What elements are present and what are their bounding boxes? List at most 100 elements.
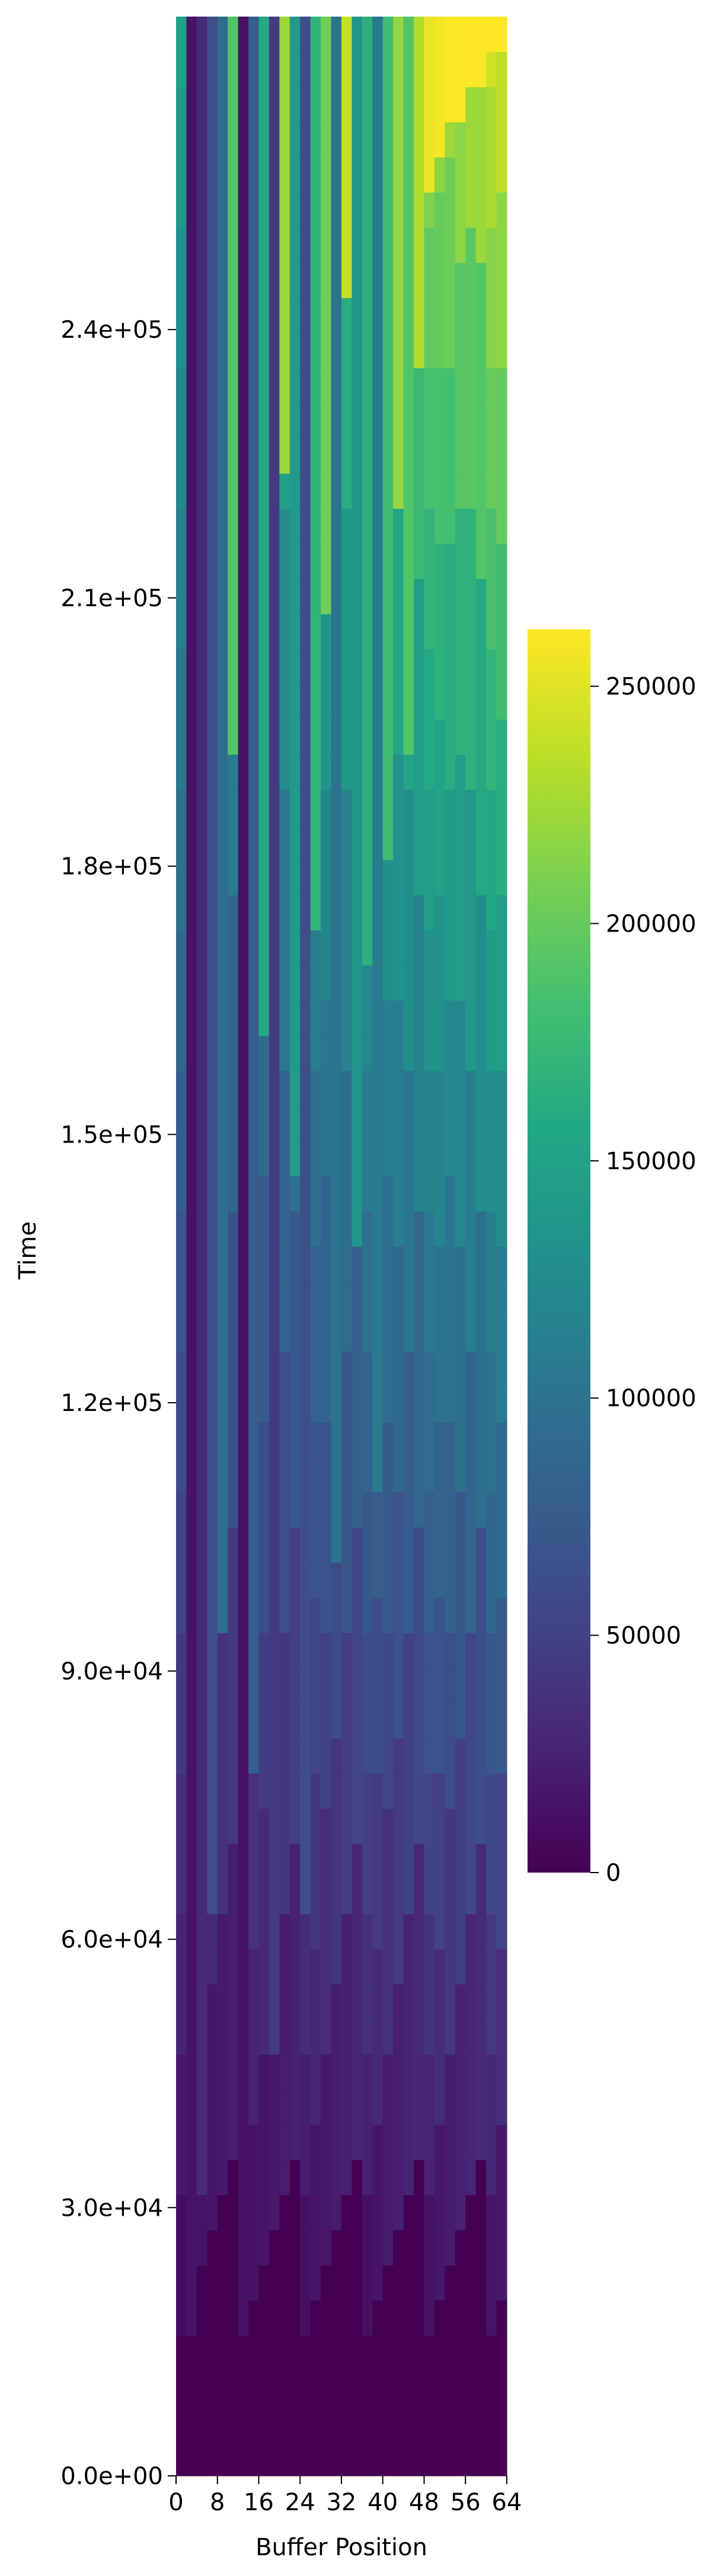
heatmap-cell xyxy=(424,473,435,509)
heatmap-cell xyxy=(424,824,435,860)
heatmap-cell xyxy=(331,157,342,193)
heatmap-cell xyxy=(393,719,404,755)
heatmap-cell xyxy=(186,1246,197,1282)
heatmap-cell xyxy=(331,1246,342,1282)
heatmap-cell xyxy=(362,263,373,298)
heatmap-cell xyxy=(289,473,301,509)
heatmap-cell xyxy=(186,2440,197,2476)
heatmap-cell xyxy=(300,1703,311,1739)
heatmap-cell xyxy=(176,1879,187,1915)
heatmap-cell xyxy=(300,403,311,439)
x-axis-label: Buffer Position xyxy=(255,2534,427,2561)
heatmap-cell xyxy=(475,2194,487,2231)
heatmap-cell xyxy=(279,87,290,123)
heatmap-cell xyxy=(486,473,497,509)
heatmap-cell xyxy=(486,1316,497,1352)
heatmap-cell xyxy=(455,1387,466,1423)
heatmap-cell xyxy=(445,1948,456,1985)
heatmap-cell xyxy=(279,1246,290,1282)
heatmap-cell xyxy=(393,403,404,439)
heatmap-cell xyxy=(217,2124,228,2161)
heatmap-cell xyxy=(382,17,394,52)
heatmap-cell xyxy=(196,2019,207,2055)
heatmap-cell xyxy=(279,297,290,334)
heatmap-cell xyxy=(300,121,311,158)
heatmap-cell xyxy=(279,578,290,615)
heatmap-cell xyxy=(207,438,218,474)
heatmap-cell xyxy=(434,824,445,860)
heatmap-cell xyxy=(207,754,218,790)
heatmap-cell xyxy=(341,2440,353,2476)
heatmap-cell xyxy=(475,1738,487,1774)
heatmap-cell xyxy=(196,192,207,228)
heatmap-cell xyxy=(248,1141,260,1177)
heatmap-cell xyxy=(496,192,507,228)
heatmap-cell xyxy=(186,1141,197,1177)
heatmap-cell xyxy=(465,1948,477,1985)
heatmap-cell xyxy=(475,1562,487,1598)
heatmap-cell xyxy=(465,1808,477,1844)
heatmap-cell xyxy=(238,263,249,298)
heatmap-cell xyxy=(403,1913,414,1950)
heatmap-cell xyxy=(228,1316,239,1352)
heatmap-cell xyxy=(331,719,342,755)
heatmap-cell xyxy=(279,649,290,685)
heatmap-cell xyxy=(403,2230,414,2265)
heatmap-cell xyxy=(228,192,239,228)
heatmap-cell xyxy=(207,1246,218,1282)
heatmap-cell xyxy=(186,508,197,544)
heatmap-cell xyxy=(331,1948,342,1985)
heatmap-cell xyxy=(496,754,507,790)
heatmap-cell xyxy=(496,719,507,755)
heatmap-cell xyxy=(310,1387,321,1423)
heatmap-cell xyxy=(486,1422,497,1458)
heatmap-cell xyxy=(289,1948,301,1985)
heatmap-cell xyxy=(486,1527,497,1563)
heatmap-cell xyxy=(393,2054,404,2090)
heatmap-cell xyxy=(445,1105,456,1141)
heatmap-cell xyxy=(496,2054,507,2090)
heatmap-cell xyxy=(486,1492,497,1528)
heatmap-cell xyxy=(496,367,507,404)
heatmap-cell xyxy=(248,543,260,580)
heatmap-cell xyxy=(186,578,197,615)
heatmap-cell xyxy=(186,965,197,1001)
heatmap-cell xyxy=(486,754,497,790)
heatmap-cell xyxy=(414,1316,425,1352)
heatmap-cell xyxy=(424,578,435,615)
heatmap-cell xyxy=(445,2230,456,2265)
heatmap-cell xyxy=(228,1141,239,1177)
heatmap-cell xyxy=(465,719,477,755)
heatmap-cell xyxy=(300,1843,311,1879)
heatmap-cell xyxy=(228,895,239,931)
heatmap-cell xyxy=(310,1773,321,1809)
heatmap-cell xyxy=(217,403,228,439)
heatmap-cell xyxy=(228,789,239,825)
heatmap-cell xyxy=(434,2370,445,2407)
heatmap-cell xyxy=(382,1668,394,1704)
heatmap-cell xyxy=(351,824,363,860)
heatmap-cell xyxy=(238,859,249,895)
heatmap-cell xyxy=(455,859,466,895)
heatmap-cell xyxy=(279,1211,290,1247)
heatmap-cell xyxy=(238,52,249,88)
heatmap-cell xyxy=(196,1457,207,1493)
heatmap-cell xyxy=(207,965,218,1001)
heatmap-cell xyxy=(434,2335,445,2371)
heatmap-cell xyxy=(351,613,363,649)
heatmap-cell xyxy=(486,1070,497,1106)
heatmap-cell xyxy=(496,1351,507,1387)
heatmap-cell xyxy=(372,2089,384,2125)
heatmap-cell xyxy=(248,578,260,615)
heatmap-cell xyxy=(486,1387,497,1423)
heatmap-cell xyxy=(496,403,507,439)
heatmap-cell xyxy=(176,52,187,88)
heatmap-cell xyxy=(310,1738,321,1774)
heatmap-cell xyxy=(176,17,187,52)
heatmap-cell xyxy=(434,403,445,439)
heatmap-cell xyxy=(186,403,197,439)
heatmap-cell xyxy=(217,1000,228,1036)
heatmap-cell xyxy=(321,1211,332,1247)
heatmap-cell xyxy=(310,157,321,193)
